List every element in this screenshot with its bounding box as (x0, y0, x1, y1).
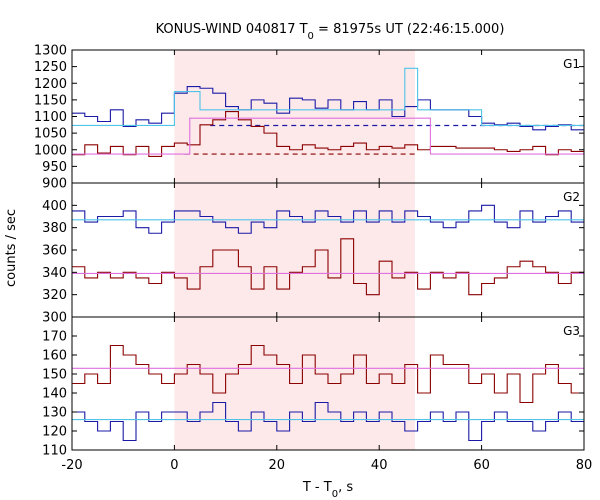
panel-plot-area (72, 67, 584, 157)
x-tick-label: 40 (371, 458, 388, 473)
panel-g3 (72, 344, 584, 442)
y-tick-label: 340 (42, 266, 67, 281)
step-series-dark-blue (72, 86, 584, 131)
x-tick-label: 0 (170, 458, 178, 473)
y-tick-label: 950 (42, 160, 67, 175)
x-axis-title: T - T0, s (302, 480, 353, 500)
y-tick-label: 160 (42, 349, 67, 364)
x-tick-label: 80 (576, 458, 593, 473)
y-tick-label: 1250 (34, 60, 67, 75)
y-tick-label: 130 (42, 406, 67, 421)
title-subscript: 0 (308, 31, 314, 42)
y-tick-label: 1100 (34, 110, 67, 125)
x-tick-label: 20 (269, 458, 286, 473)
y-tick-label: 1050 (34, 127, 67, 142)
panel-plot-area (72, 344, 584, 442)
panel-label: G1 (563, 57, 580, 71)
y-axis-title: counts / sec (4, 209, 19, 287)
step-series-pink (72, 117, 584, 155)
chart-title: KONUS-WIND 040817 T0 = 81975s UT (22:46:… (156, 22, 505, 42)
y-tick-label: 150 (42, 368, 67, 383)
panel-g2 (72, 204, 584, 296)
panel-label: G3 (563, 324, 580, 338)
x-tick-label: 60 (473, 458, 490, 473)
y-tick-label: 170 (42, 330, 67, 345)
step-series-dark-blue (72, 401, 584, 442)
step-series-cyan (72, 67, 584, 127)
y-tick-label: 110 (42, 444, 67, 459)
y-tick-label: 1200 (34, 77, 67, 92)
y-tick-label: 120 (42, 425, 67, 440)
step-series-dark-blue (72, 204, 584, 234)
y-tick-label: 140 (42, 387, 67, 402)
y-tick-label: 400 (42, 199, 67, 214)
y-tick-label: 1150 (34, 93, 67, 108)
y-tick-label: 320 (42, 288, 67, 303)
y-tick-label: 380 (42, 221, 67, 236)
y-tick-label: 1300 (34, 44, 67, 59)
panel-g1 (72, 67, 584, 157)
x-tick-label: -20 (61, 458, 82, 473)
y-tick-label: 360 (42, 244, 67, 259)
x-axis-title-suffix: , s (338, 480, 353, 495)
y-tick-label: 300 (42, 311, 67, 326)
step-series-dark-red (72, 238, 584, 296)
panels-layer (72, 67, 584, 442)
y-tick-label: 1000 (34, 143, 67, 158)
step-series-dark-red (72, 110, 584, 157)
x-axis-title-subscript: 0 (332, 489, 338, 500)
panel-frame (71, 316, 585, 451)
step-series-dark-red (72, 344, 584, 404)
panel-plot-area (72, 204, 584, 296)
title-suffix: = 81975s UT (22:46:15.000) (314, 22, 504, 37)
axes-layer: 9009501000105011001150120012501300G13003… (34, 44, 592, 474)
y-tick-label: 900 (42, 177, 67, 192)
panel-label: G2 (563, 190, 580, 204)
